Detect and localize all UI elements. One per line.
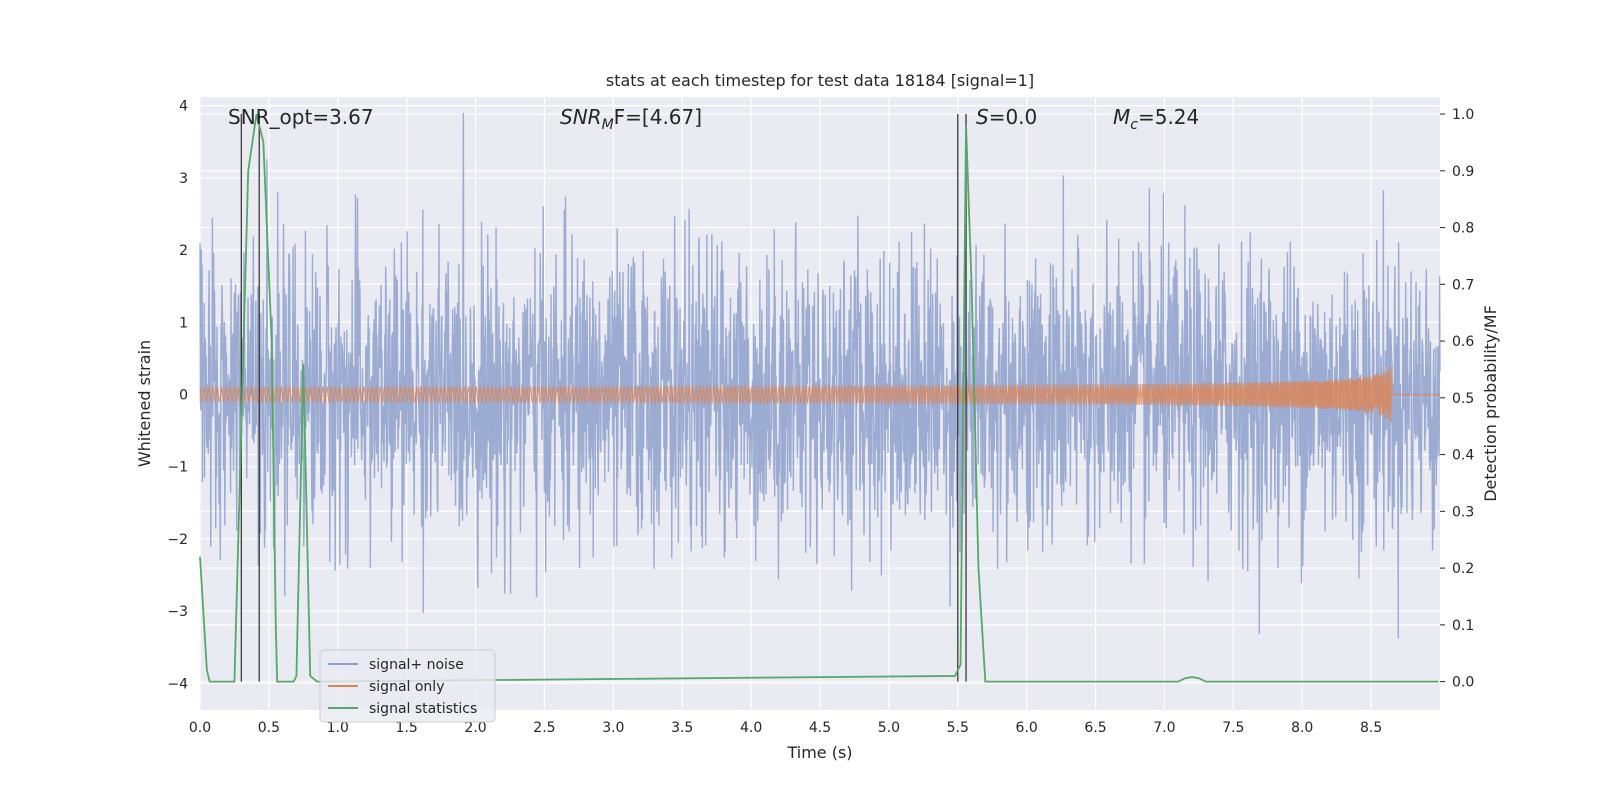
x-tick-label: 4.5	[809, 720, 831, 736]
annotation-s-suffix: =0.0	[989, 105, 1038, 129]
y-tick-label-right: 0.7	[1452, 277, 1474, 293]
y-tick-label-right: 1.0	[1452, 107, 1474, 123]
x-tick-label: 8.5	[1360, 720, 1382, 736]
ticks: 0.0 0.5 1.0 1.5 2.0 2.5 3.0 3.5 4.0 4.5 5.0 5.5 6.0 6…	[167, 99, 1474, 736]
legend-label-signal-statistics: signal statistics	[369, 701, 477, 717]
signal-only-series	[199, 365, 1440, 423]
annotation-mc-prefix: M	[1113, 105, 1130, 129]
legend-box	[319, 649, 496, 723]
annotation-snr-mf-prefix: SNR	[560, 105, 602, 129]
x-tick-label: 7.5	[1222, 720, 1244, 736]
x-tick-label: 5.0	[878, 720, 900, 736]
legend-label-signal-only: signal only	[369, 679, 444, 695]
x-tick-label: 2.0	[464, 720, 486, 736]
y-tick-label-left: −4	[167, 676, 188, 692]
annotation-snr-mf-sub: M	[602, 117, 614, 133]
x-tick-label: 8.0	[1291, 720, 1313, 736]
y-tick-label-right: 0.9	[1452, 164, 1474, 180]
y-tick-label-right: 0.4	[1452, 448, 1474, 464]
annotation-snr-mf: SNRMF=[4.67]	[560, 105, 702, 133]
y-tick-label-right: 0.6	[1452, 334, 1474, 350]
x-tick-label: 7.0	[1153, 720, 1175, 736]
y-tick-label-left: 0	[179, 387, 188, 403]
legend: signal+ noise signal only signal statist…	[319, 649, 496, 723]
y-tick-label-right: 0.1	[1452, 618, 1474, 634]
y-tick-label-right: 0.0	[1452, 675, 1474, 691]
y-tick-label-right: 0.8	[1452, 221, 1474, 237]
annotation-mc-suffix: =5.24	[1138, 105, 1199, 129]
y-tick-label-right: 0.5	[1452, 391, 1474, 407]
annotation-snr-mf-suffix: F=[4.67]	[614, 105, 702, 129]
annotation-mc-sub: c	[1130, 117, 1138, 133]
x-axis-label: Time (s)	[786, 743, 852, 762]
x-tick-label: 1.5	[396, 720, 418, 736]
x-tick-label: 5.5	[947, 720, 969, 736]
y-tick-label-left: 3	[179, 171, 188, 187]
y-axis-label-left: Whitened strain	[135, 340, 154, 467]
y-tick-label-left: −2	[167, 532, 188, 548]
y-tick-label-right: 0.2	[1452, 561, 1474, 577]
x-tick-label: 0.0	[189, 720, 211, 736]
x-tick-label: 1.0	[327, 720, 349, 736]
annotation-s-prefix: S	[976, 105, 989, 129]
x-tick-label: 3.0	[602, 720, 624, 736]
x-tick-label: 0.5	[258, 720, 280, 736]
legend-label-signal-noise: signal+ noise	[369, 657, 464, 673]
annotation-mc: Mc=5.24	[1113, 105, 1199, 133]
y-axis-label-right: Detection probability/MF	[1481, 305, 1500, 502]
y-tick-label-left: −1	[167, 460, 188, 476]
signal-statistics-line	[199, 113, 1439, 683]
x-tick-label: 6.0	[1016, 720, 1038, 736]
y-tick-label-left: 2	[179, 243, 188, 259]
y-tick-label-right: 0.3	[1452, 504, 1474, 520]
signal-only-line	[199, 365, 1440, 423]
y-tick-label-left: 4	[179, 99, 188, 115]
x-tick-label: 6.5	[1084, 720, 1106, 736]
x-tick-label: 3.5	[671, 720, 693, 736]
chart-title: stats at each timestep for test data 181…	[606, 71, 1034, 90]
x-tick-label: 4.0	[740, 720, 762, 736]
y-tick-label-left: 1	[179, 315, 188, 331]
annotation-snr-opt: SNR_opt=3.67	[228, 105, 374, 129]
signal-statistics-series	[199, 113, 1439, 683]
x-tick-label: 2.5	[533, 720, 555, 736]
annotation-s: S=0.0	[976, 105, 1037, 129]
y-tick-label-left: −3	[167, 604, 188, 620]
